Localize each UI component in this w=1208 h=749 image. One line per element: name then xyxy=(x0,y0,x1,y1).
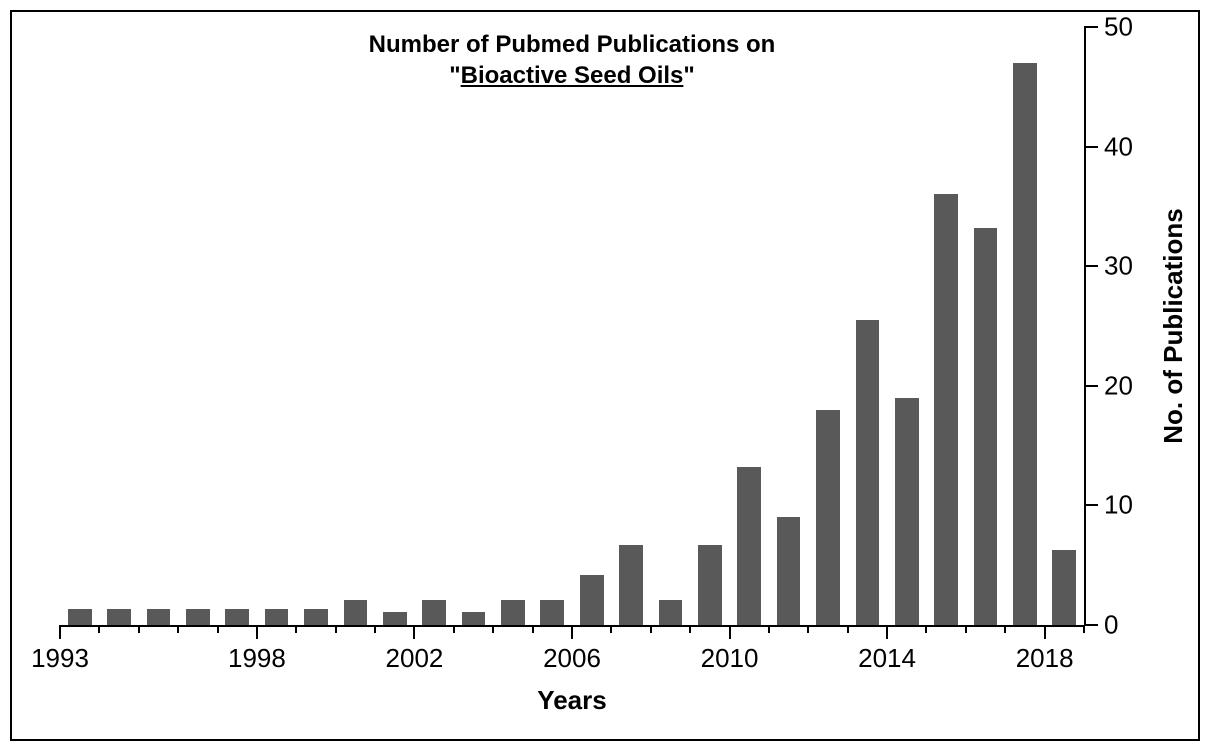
bar xyxy=(540,600,564,625)
y-tick xyxy=(1084,26,1098,28)
bar xyxy=(1013,63,1037,625)
x-tick-major xyxy=(413,625,415,639)
x-tick-minor xyxy=(532,625,534,633)
x-tick-minor xyxy=(295,625,297,633)
x-tick-minor xyxy=(217,625,219,633)
x-tick-minor xyxy=(965,625,967,633)
x-tick-minor xyxy=(138,625,140,633)
x-tick-major xyxy=(59,625,61,639)
bar xyxy=(147,609,171,625)
y-axis-title: No. of Publications xyxy=(1158,27,1188,625)
x-tick-minor xyxy=(925,625,927,633)
bar xyxy=(186,609,210,625)
x-axis-title: Years xyxy=(60,685,1084,716)
bar xyxy=(698,545,722,625)
y-tick xyxy=(1084,146,1098,148)
bar xyxy=(107,609,131,625)
x-tick-minor xyxy=(768,625,770,633)
bar xyxy=(737,467,761,625)
x-tick-major xyxy=(729,625,731,639)
x-tick-label: 1993 xyxy=(31,643,89,674)
x-tick-label: 2018 xyxy=(1016,643,1074,674)
x-tick-minor xyxy=(689,625,691,633)
x-tick-minor xyxy=(847,625,849,633)
bar xyxy=(462,612,486,625)
bar xyxy=(225,609,249,625)
y-tick xyxy=(1084,385,1098,387)
bar xyxy=(816,410,840,625)
bar xyxy=(68,609,92,625)
x-tick-label: 2010 xyxy=(701,643,759,674)
bar xyxy=(619,545,643,625)
y-tick-label: 20 xyxy=(1104,370,1133,401)
x-tick-label: 2006 xyxy=(543,643,601,674)
y-tick-label: 40 xyxy=(1104,131,1133,162)
bar xyxy=(344,600,368,625)
x-tick-minor xyxy=(453,625,455,633)
x-tick-minor xyxy=(650,625,652,633)
bar xyxy=(304,609,328,625)
bar xyxy=(659,600,683,625)
x-tick-minor xyxy=(98,625,100,633)
x-tick-minor xyxy=(1004,625,1006,633)
x-tick-minor xyxy=(1083,625,1085,633)
x-tick-label: 1998 xyxy=(228,643,286,674)
bar xyxy=(856,320,880,625)
bar xyxy=(383,612,407,625)
y-tick xyxy=(1084,624,1098,626)
x-tick-minor xyxy=(335,625,337,633)
bar xyxy=(501,600,525,625)
bar xyxy=(422,600,446,625)
bar xyxy=(777,517,801,625)
chart-frame: Number of Pubmed Publications on "Bioact… xyxy=(10,10,1200,741)
bar xyxy=(895,398,919,625)
y-axis-line xyxy=(1084,27,1086,625)
bar xyxy=(974,228,998,625)
y-tick-label: 50 xyxy=(1104,12,1133,43)
x-tick-minor xyxy=(177,625,179,633)
x-tick-label: 2002 xyxy=(386,643,444,674)
y-tick-label: 30 xyxy=(1104,251,1133,282)
y-tick xyxy=(1084,265,1098,267)
x-tick-major xyxy=(571,625,573,639)
y-tick xyxy=(1084,504,1098,506)
bar xyxy=(580,575,604,625)
bar xyxy=(1052,550,1076,625)
bars-container xyxy=(60,27,1084,625)
x-tick-minor xyxy=(374,625,376,633)
x-tick-minor xyxy=(610,625,612,633)
x-tick-label: 2014 xyxy=(858,643,916,674)
x-tick-major xyxy=(1044,625,1046,639)
x-tick-minor xyxy=(807,625,809,633)
bar xyxy=(265,609,289,625)
bar xyxy=(934,194,958,625)
x-tick-minor xyxy=(492,625,494,633)
plot-area: Number of Pubmed Publications on "Bioact… xyxy=(60,27,1084,625)
x-axis: Years 1993199820022006201020142018 xyxy=(60,625,1084,705)
y-tick-label: 0 xyxy=(1104,610,1118,641)
x-tick-major xyxy=(886,625,888,639)
x-tick-major xyxy=(256,625,258,639)
y-tick-label: 10 xyxy=(1104,490,1133,521)
